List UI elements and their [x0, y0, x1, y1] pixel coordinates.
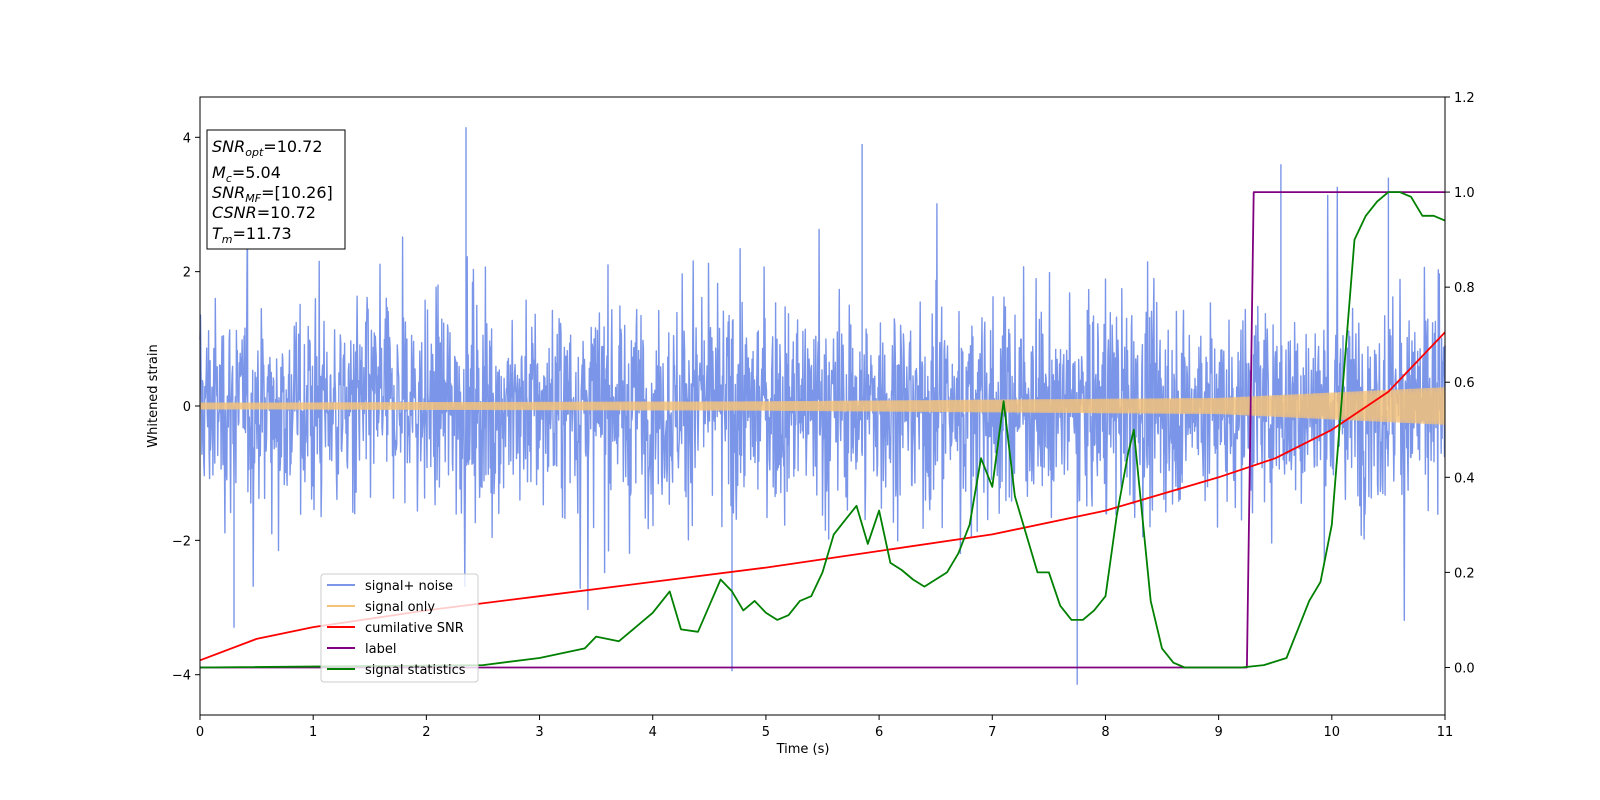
- x-tick-label: 3: [535, 725, 543, 740]
- y-tick-label: 2: [183, 266, 191, 281]
- info-snr-mf: SNRMF=[10.26]: [212, 183, 333, 205]
- legend-label-signal-only: signal only: [365, 600, 435, 615]
- x-tick-label: 7: [988, 725, 996, 740]
- x-tick-label: 6: [875, 725, 883, 740]
- series-signal-noise-line: [199, 127, 1446, 685]
- info-tm: Tm=11.73: [212, 224, 292, 246]
- info-box: SNRopt=10.72 Mc=5.04 SNRMF=[10.26] CSNR=…: [206, 129, 346, 250]
- legend-label-signal-statistics: signal statistics: [365, 663, 466, 678]
- y2-tick-label: 0.4: [1454, 471, 1475, 486]
- series-signal-statistics-line: [199, 191, 1446, 669]
- y2-tick-label: 0.0: [1454, 661, 1475, 676]
- y-tick-label: −2: [172, 534, 191, 549]
- legend-label-signal-noise: signal+ noise: [365, 579, 453, 594]
- y2-tick-label: 0.2: [1454, 566, 1475, 581]
- x-tick-label: 5: [762, 725, 770, 740]
- y-tick-label: 0: [183, 400, 191, 415]
- legend-label-label: label: [365, 642, 396, 657]
- y2-tick-label: 0.6: [1454, 376, 1475, 391]
- y-axis-label: Whitened strain: [146, 344, 161, 447]
- legend: signal+ noise signal only cumilative SNR…: [320, 573, 479, 683]
- axes: 0 1 2 3 4 5 6 7 8 9 10 11 4 2 0 −2 −4 1.2 1.0 0.8 0.6 0.4 0.2 0…: [172, 91, 1475, 740]
- series-label-line: [200, 191, 1445, 669]
- info-snr-opt: SNRopt=10.72: [212, 137, 323, 159]
- y2-tick-label: 1.2: [1454, 91, 1475, 106]
- y2-tick-label: 0.8: [1454, 281, 1475, 296]
- y-tick-label: 4: [183, 131, 191, 146]
- y2-tick-label: 1.0: [1454, 186, 1475, 201]
- y-tick-label: −4: [172, 669, 191, 684]
- info-csnr: CSNR=10.72: [212, 203, 316, 222]
- legend-label-cumulative-snr: cumilative SNR: [365, 621, 464, 636]
- series-signal-only-line: [199, 387, 1446, 425]
- x-tick-label: 11: [1437, 725, 1454, 740]
- x-tick-label: 0: [196, 725, 204, 740]
- x-tick-label: 2: [422, 725, 430, 740]
- x-tick-label: 9: [1214, 725, 1222, 740]
- x-tick-label: 8: [1101, 725, 1109, 740]
- x-tick-label: 10: [1324, 725, 1341, 740]
- info-mc: Mc=5.04: [212, 163, 281, 185]
- x-tick-label: 1: [309, 725, 317, 740]
- x-tick-label: 4: [649, 725, 657, 740]
- x-axis-label: Time (s): [776, 742, 830, 757]
